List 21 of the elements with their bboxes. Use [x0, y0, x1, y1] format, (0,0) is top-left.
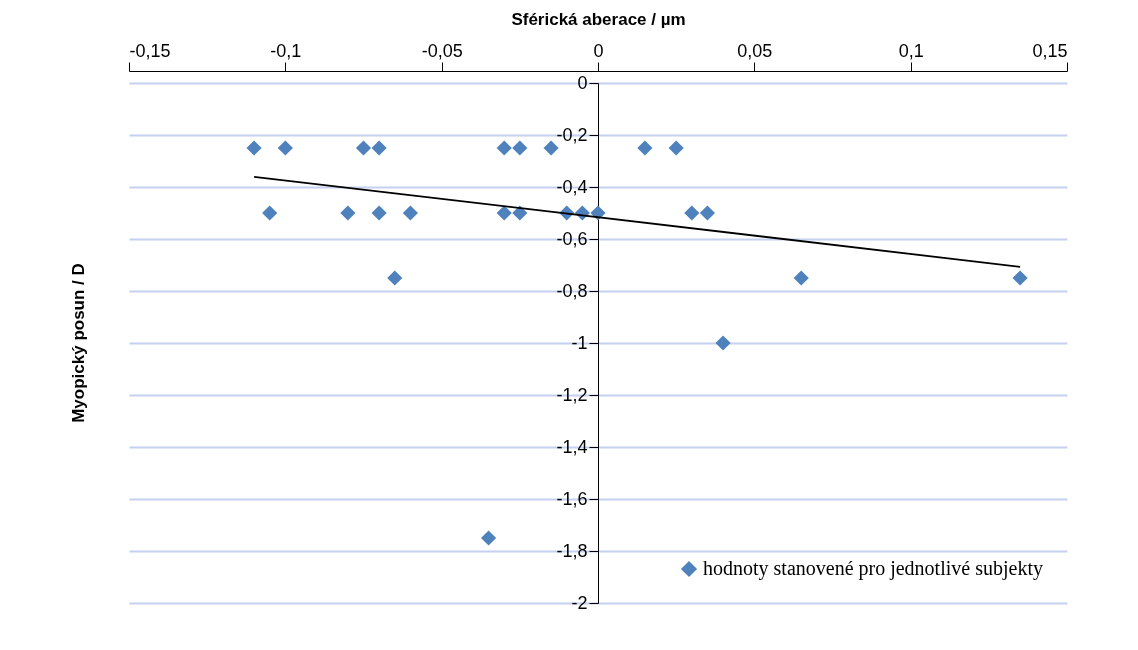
y-tick-label: -1 — [571, 332, 588, 353]
x-tick-label: 0 — [593, 40, 604, 61]
x-axis-title: Sférická aberace / µm — [511, 9, 686, 29]
y-tick-label: -0,6 — [556, 228, 588, 249]
y-axis-title: Myopický posun / D — [69, 263, 88, 423]
y-tick-label: -1,2 — [556, 384, 588, 405]
y-tick-label: -1,6 — [556, 488, 588, 509]
y-tick-label: -1,4 — [556, 436, 588, 457]
y-tick-label: -2 — [571, 592, 588, 613]
y-tick-label: -0,2 — [556, 124, 588, 145]
x-tick-label: -0,15 — [129, 40, 171, 61]
y-tick-label: -0,8 — [556, 280, 588, 301]
x-tick-label: 0,15 — [1032, 40, 1068, 61]
y-tick-label: -0,4 — [556, 176, 588, 197]
x-tick-label: -0,1 — [270, 40, 302, 61]
x-tick-label: 0,1 — [898, 40, 924, 61]
x-tick-label: 0,05 — [737, 40, 773, 61]
x-tick-label: -0,05 — [421, 40, 463, 61]
legend-label: hodnoty stanovené pro jednotlivé subjekty — [703, 557, 1043, 580]
y-tick-label: -1,8 — [556, 540, 588, 561]
y-tick-label: 0 — [577, 72, 588, 93]
